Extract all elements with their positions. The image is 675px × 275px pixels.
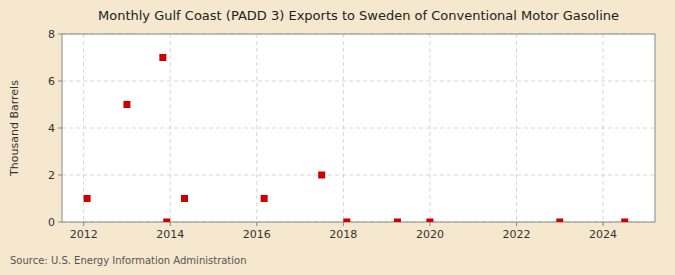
x-tick xyxy=(429,222,430,226)
x-tick-label: 2012 xyxy=(70,228,98,241)
x-tick-label: 2022 xyxy=(502,228,530,241)
scatter-point xyxy=(84,195,91,202)
y-grid-line xyxy=(62,128,655,129)
x-grid-line xyxy=(256,34,257,222)
points xyxy=(84,54,629,222)
y-tick-label: 4 xyxy=(48,122,55,135)
scatter-point xyxy=(159,54,166,61)
y-tick xyxy=(58,34,62,35)
scatter-point xyxy=(621,219,628,223)
y-tick xyxy=(58,81,62,82)
x-tick-label: 2020 xyxy=(416,228,444,241)
y-axis-label: Thousand Barrels xyxy=(8,80,21,177)
x-tick-label: 2024 xyxy=(589,228,617,241)
y-tick xyxy=(58,128,62,129)
scatter-point xyxy=(261,195,268,202)
y-tick-label: 0 xyxy=(48,216,55,229)
x-tick xyxy=(83,222,84,226)
y-tick xyxy=(58,222,62,223)
y-tick-label: 8 xyxy=(48,28,55,41)
scatter-point xyxy=(426,219,433,223)
y-grid-line xyxy=(62,81,655,82)
y-tick xyxy=(58,175,62,176)
y-tick-label: 2 xyxy=(48,169,55,182)
scatter-point xyxy=(394,219,401,223)
y-tick-label: 6 xyxy=(48,75,55,88)
scatter-point xyxy=(556,219,563,223)
grid xyxy=(62,34,655,222)
plot-frame xyxy=(62,34,655,222)
x-tick xyxy=(343,222,344,226)
scatter-point xyxy=(343,219,350,223)
x-tick-label: 2014 xyxy=(156,228,184,241)
x-tick xyxy=(170,222,171,226)
plot-background xyxy=(62,34,655,222)
chart-container: 2012 2014 2016 2018 2020 2022 2024 0 2 4 6 8 Monthly… xyxy=(0,0,675,275)
x-tick-label: 2016 xyxy=(243,228,271,241)
x-grid-line xyxy=(516,34,517,222)
x-tick xyxy=(516,222,517,226)
y-grid-line xyxy=(62,175,655,176)
title: Monthly Gulf Coast (PADD 3) Exports to S… xyxy=(98,8,619,23)
x-tick xyxy=(256,222,257,226)
x-tick xyxy=(603,222,604,226)
scatter-point xyxy=(181,195,188,202)
source: Source: U.S. Energy Information Administ… xyxy=(10,255,247,266)
scatter-point xyxy=(123,101,130,108)
scatter-point xyxy=(318,172,325,179)
x-tick-label: 2018 xyxy=(329,228,357,241)
chart-svg: 2012 2014 2016 2018 2020 2022 2024 0 2 4 6 8 Monthly… xyxy=(0,0,675,275)
scatter-point xyxy=(163,219,170,223)
